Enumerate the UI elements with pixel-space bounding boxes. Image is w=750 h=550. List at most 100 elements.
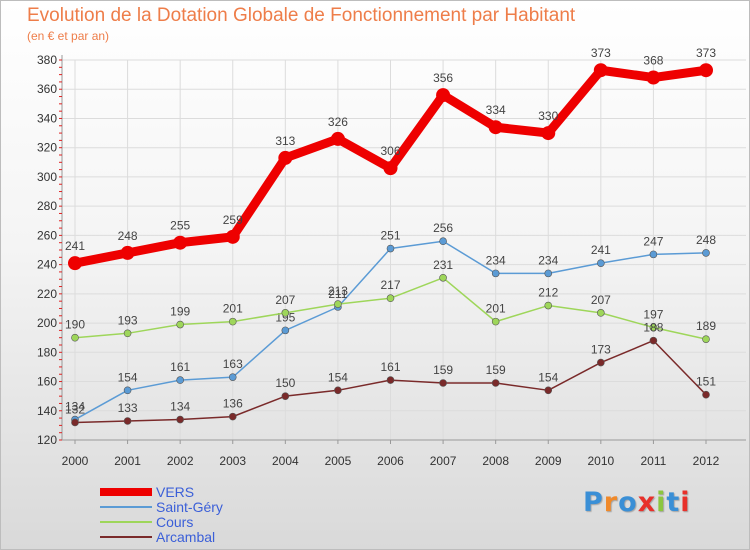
x-tick-label: 2002: [167, 454, 194, 468]
logo-letter: P: [583, 487, 604, 518]
y-tick-label: 120: [37, 433, 57, 447]
data-label: 207: [591, 293, 611, 307]
data-label: 213: [328, 284, 348, 298]
x-tick-label: 2009: [535, 454, 562, 468]
data-label: 373: [591, 46, 611, 60]
y-tick-label: 140: [37, 404, 57, 418]
data-label: 234: [486, 253, 506, 267]
data-point: [649, 323, 658, 332]
data-point: [593, 63, 608, 78]
y-tick-label: 240: [37, 258, 57, 272]
y-tick-label: 160: [37, 375, 57, 389]
data-label: 334: [486, 103, 506, 117]
data-point: [597, 259, 605, 267]
data-point: [597, 309, 605, 317]
y-tick-label: 320: [37, 141, 57, 155]
y-tick-label: 180: [37, 345, 57, 359]
data-label: 133: [118, 401, 138, 415]
data-label: 201: [223, 302, 243, 316]
legend-swatch: [100, 521, 152, 523]
data-label: 256: [433, 221, 453, 235]
data-label: 248: [696, 233, 716, 247]
data-point: [702, 390, 710, 399]
legend-label: Saint-Géry: [156, 499, 223, 515]
data-label: 163: [223, 357, 243, 371]
data-label: 241: [591, 243, 611, 257]
data-label: 255: [170, 219, 190, 233]
data-label: 132: [65, 402, 85, 416]
data-point: [123, 417, 132, 425]
data-label: 193: [118, 313, 138, 327]
data-point: [544, 301, 553, 310]
data-point: [544, 269, 553, 278]
data-label: 251: [380, 229, 400, 243]
data-label: 199: [170, 305, 190, 319]
data-point: [439, 273, 447, 282]
y-tick-label: 200: [37, 316, 57, 330]
x-tick-label: 2012: [693, 454, 720, 468]
data-point: [123, 386, 132, 395]
data-label: 188: [643, 321, 663, 335]
data-point: [176, 376, 184, 384]
data-point: [702, 249, 710, 257]
y-tick-label: 340: [37, 111, 57, 125]
data-point: [281, 309, 290, 317]
logo-letter: x: [637, 487, 657, 518]
data-point: [386, 294, 395, 303]
x-tick-label: 2005: [325, 454, 352, 468]
data-label: 207: [275, 293, 295, 307]
data-label: 306: [380, 144, 400, 158]
logo-letter: i: [656, 487, 667, 518]
x-tick-label: 2008: [482, 454, 509, 468]
y-tick-label: 360: [37, 82, 57, 96]
data-label: 154: [118, 370, 138, 384]
data-point: [225, 229, 240, 244]
data-point: [491, 269, 500, 278]
data-point: [383, 161, 398, 176]
data-label: 231: [433, 258, 453, 272]
data-point: [439, 237, 447, 246]
data-label: 241: [65, 239, 85, 253]
y-tick-label: 260: [37, 228, 57, 242]
legend-item: VERS: [100, 484, 300, 500]
data-label: 248: [118, 229, 138, 243]
data-point: [281, 392, 290, 400]
legend-swatch: [100, 536, 152, 538]
data-label: 247: [643, 234, 663, 248]
data-label: 313: [275, 134, 295, 148]
data-label: 154: [328, 370, 348, 384]
x-tick-label: 2000: [62, 454, 89, 468]
x-tick-label: 2003: [219, 454, 246, 468]
data-label: 134: [65, 400, 85, 414]
data-label: 259: [223, 213, 243, 227]
data-point: [646, 70, 661, 85]
data-point: [334, 386, 342, 395]
data-label: 330: [538, 109, 558, 123]
data-label: 201: [486, 302, 506, 316]
data-label: 356: [433, 71, 453, 85]
legend-label: Cours: [156, 514, 194, 530]
legend-label: Arcambal: [156, 529, 216, 545]
data-point: [330, 131, 345, 146]
data-label: 159: [486, 363, 506, 377]
legend-item: Cours: [100, 514, 300, 530]
data-label: 190: [65, 318, 85, 332]
data-point: [699, 63, 713, 78]
data-point: [71, 418, 79, 427]
data-point: [173, 235, 188, 250]
data-point: [544, 386, 553, 395]
data-label: 217: [380, 278, 400, 292]
data-label: 151: [696, 375, 716, 389]
data-point: [68, 256, 82, 271]
y-tick-label: 280: [37, 199, 57, 213]
data-point: [386, 376, 395, 384]
x-tick-label: 2011: [641, 454, 667, 468]
data-label: 373: [696, 46, 716, 60]
data-point: [281, 326, 290, 335]
x-tick-label: 2010: [587, 454, 614, 468]
logo-letter: t: [666, 487, 681, 518]
data-point: [334, 300, 342, 308]
data-point: [228, 373, 237, 381]
